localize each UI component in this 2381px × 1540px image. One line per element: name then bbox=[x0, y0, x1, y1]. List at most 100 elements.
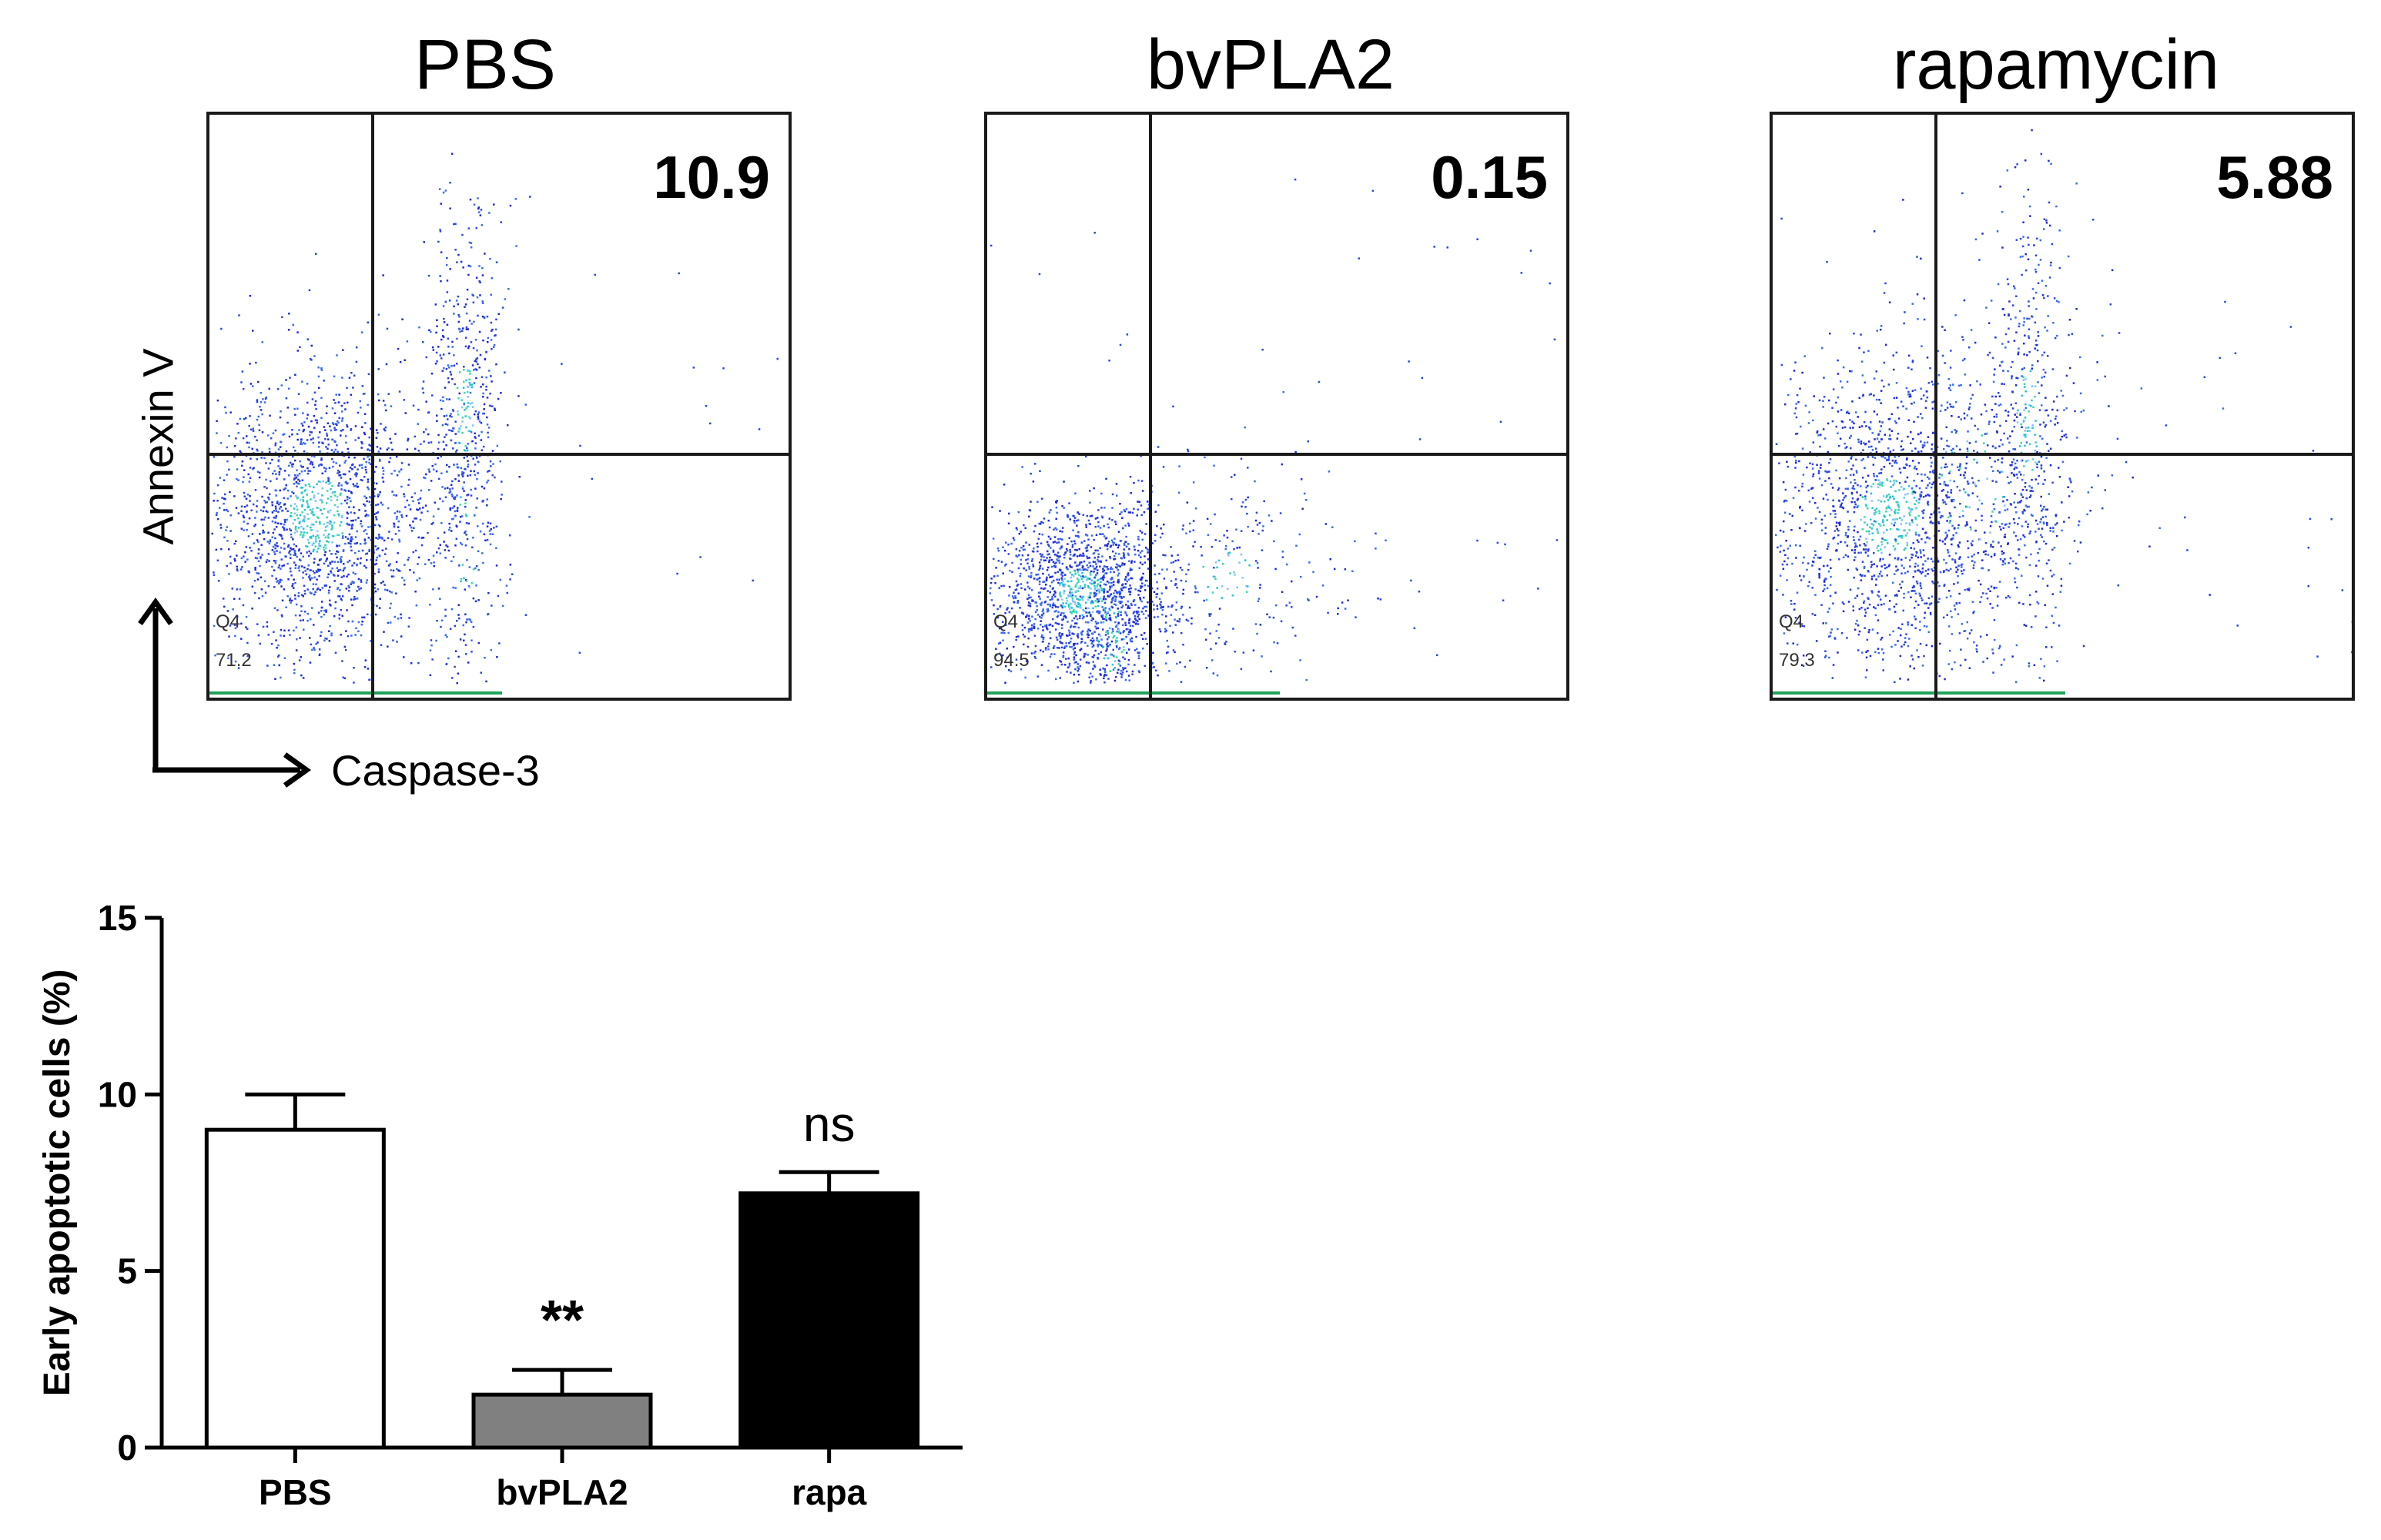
event-dot bbox=[1052, 551, 1055, 553]
event-dot bbox=[302, 466, 304, 468]
event-dot bbox=[242, 437, 245, 440]
event-dot bbox=[470, 621, 473, 623]
event-dot bbox=[1131, 624, 1134, 628]
event-dot bbox=[1307, 440, 1309, 443]
event-dot bbox=[302, 577, 304, 579]
event-dot bbox=[453, 364, 456, 367]
event-dot bbox=[1053, 611, 1056, 613]
event-dot bbox=[424, 504, 427, 507]
event-dot bbox=[309, 578, 312, 581]
event-dot bbox=[216, 517, 219, 521]
event-dot bbox=[1057, 614, 1060, 618]
event-dot bbox=[1991, 395, 1994, 398]
event-dot bbox=[268, 560, 270, 562]
event-dot bbox=[367, 456, 369, 458]
event-dot bbox=[302, 430, 305, 433]
event-dot bbox=[1795, 544, 1797, 547]
event-dot bbox=[1137, 594, 1140, 596]
event-dot bbox=[440, 251, 443, 253]
event-dot bbox=[1015, 638, 1017, 641]
event-dot bbox=[1897, 504, 1899, 506]
event-dot bbox=[1078, 603, 1081, 605]
event-dot bbox=[290, 504, 293, 507]
event-dot bbox=[375, 516, 377, 518]
event-dot bbox=[1053, 565, 1056, 567]
event-dot bbox=[1913, 497, 1916, 499]
event-dot bbox=[1093, 581, 1096, 584]
event-dot bbox=[1052, 647, 1055, 649]
event-dot bbox=[249, 547, 251, 549]
event-dot bbox=[429, 649, 432, 651]
event-dot bbox=[1073, 540, 1076, 543]
event-dot bbox=[1190, 622, 1193, 625]
event-dot bbox=[348, 497, 351, 499]
event-dot bbox=[373, 513, 376, 515]
event-dot bbox=[1040, 555, 1043, 557]
event-dot bbox=[1129, 584, 1131, 587]
event-dot bbox=[1912, 460, 1914, 462]
event-dot bbox=[1040, 617, 1043, 619]
event-dot bbox=[1831, 420, 1834, 423]
event-dot bbox=[1067, 594, 1070, 597]
event-dot bbox=[1379, 598, 1382, 601]
event-dot bbox=[236, 615, 239, 618]
event-dot bbox=[1029, 602, 1032, 605]
event-dot bbox=[1103, 677, 1105, 680]
event-dot bbox=[270, 480, 272, 483]
event-dot bbox=[473, 470, 476, 473]
event-dot bbox=[1065, 658, 1067, 660]
event-dot bbox=[239, 568, 243, 571]
event-dot bbox=[1083, 616, 1085, 618]
baseline-events bbox=[209, 691, 502, 695]
event-dot bbox=[1098, 591, 1100, 594]
event-dot bbox=[1106, 581, 1109, 583]
event-dot bbox=[350, 372, 353, 374]
event-dot bbox=[310, 431, 313, 434]
event-dot bbox=[1056, 500, 1058, 502]
event-dot bbox=[1143, 596, 1145, 599]
event-dot bbox=[1889, 527, 1892, 531]
event-dot bbox=[425, 400, 427, 403]
event-dot bbox=[1060, 661, 1062, 663]
event-dot bbox=[1408, 360, 1410, 363]
event-dot bbox=[353, 506, 355, 508]
event-dot bbox=[1874, 607, 1877, 610]
event-dot bbox=[256, 439, 258, 441]
event-dot bbox=[1072, 529, 1074, 531]
event-dot bbox=[1849, 427, 1851, 429]
event-dot bbox=[2052, 527, 2054, 529]
event-dot bbox=[379, 537, 381, 539]
event-dot bbox=[2028, 532, 2031, 535]
event-dot bbox=[330, 499, 333, 502]
event-dot bbox=[468, 566, 471, 568]
event-dot bbox=[1067, 514, 1069, 517]
event-dot bbox=[345, 480, 347, 483]
event-dot bbox=[357, 411, 360, 414]
event-dot bbox=[1051, 596, 1053, 598]
event-dot bbox=[1833, 530, 1837, 532]
event-dot bbox=[1155, 593, 1157, 595]
event-dot bbox=[240, 527, 243, 530]
event-dot bbox=[323, 613, 326, 616]
event-dot bbox=[990, 666, 993, 668]
event-dot bbox=[380, 501, 383, 504]
event-dot bbox=[374, 590, 377, 593]
event-dot bbox=[461, 432, 464, 434]
event-dot bbox=[1972, 567, 1975, 569]
event-dot bbox=[1890, 464, 1894, 467]
event-dot bbox=[1085, 455, 1087, 458]
event-dot bbox=[1156, 525, 1158, 527]
event-dot bbox=[1084, 641, 1087, 644]
event-dot bbox=[294, 413, 296, 416]
event-dot bbox=[1061, 504, 1063, 507]
event-dot bbox=[1782, 531, 1785, 533]
event-dot bbox=[288, 464, 290, 467]
event-dot bbox=[1073, 601, 1077, 603]
event-dot bbox=[1147, 584, 1150, 588]
event-dot bbox=[1096, 598, 1099, 601]
event-dot bbox=[430, 373, 434, 375]
event-dot bbox=[1828, 656, 1830, 659]
event-dot bbox=[1968, 406, 1971, 409]
event-dot bbox=[1294, 634, 1297, 637]
event-dot bbox=[1227, 588, 1229, 590]
